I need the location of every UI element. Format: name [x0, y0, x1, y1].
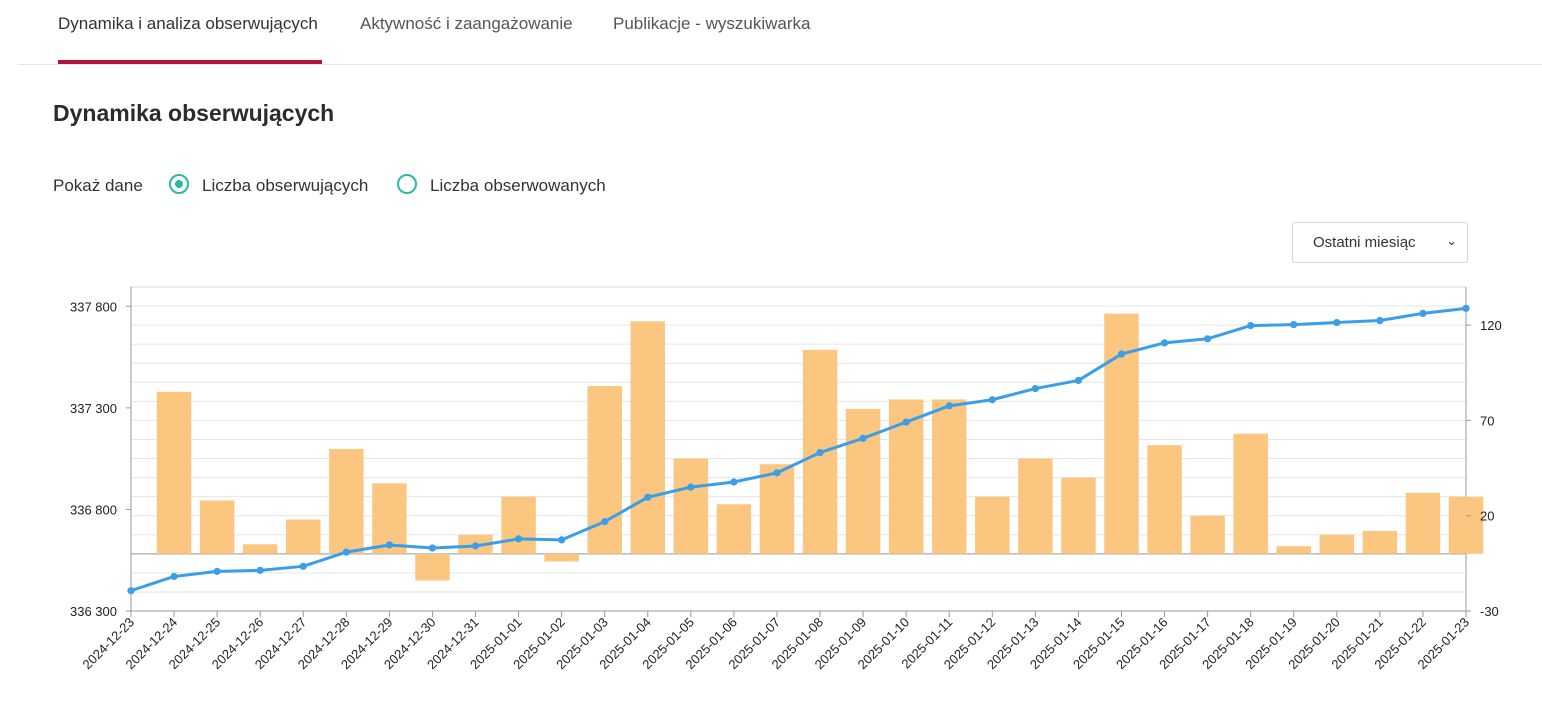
y-left-tick-label: 336 800 [70, 502, 117, 517]
line-point [1419, 309, 1427, 318]
bar [1190, 515, 1225, 554]
bar [329, 449, 364, 554]
bar [587, 386, 622, 554]
bar [544, 553, 579, 562]
bar [501, 496, 536, 554]
line-point [644, 493, 652, 501]
line-point [514, 535, 523, 543]
bar [1319, 534, 1355, 554]
bar [199, 500, 235, 554]
line-point [299, 562, 307, 570]
bar [759, 464, 795, 554]
bar [1448, 496, 1484, 554]
show-data-label: Pokaż dane [53, 176, 143, 195]
chevron-down-icon: ⌄ [1446, 233, 1457, 248]
line-point [385, 541, 393, 549]
radio-following[interactable] [397, 174, 417, 194]
y-left-tick-label: 337 800 [70, 299, 117, 314]
y-right-tick-label: 20 [1480, 509, 1494, 524]
tab-activity-engagement[interactable]: Aktywność i zaangażowanie [360, 14, 573, 33]
line-point [428, 544, 437, 552]
y-left-tick-label: 337 300 [70, 401, 117, 416]
line-point [471, 542, 480, 550]
line-point [256, 566, 264, 574]
bar [415, 553, 450, 581]
line-point [1290, 320, 1298, 329]
y-left-tick-label: 336 300 [70, 604, 117, 619]
bar [1233, 433, 1268, 554]
line-point [687, 483, 695, 491]
line-point [213, 567, 221, 575]
bar [1018, 458, 1053, 554]
line-point [1204, 335, 1212, 343]
line-point [730, 478, 738, 486]
radio-selected-dot [175, 180, 183, 188]
radio-following-label[interactable]: Liczba obserwowanych [430, 176, 606, 195]
bar [1362, 530, 1398, 554]
line-point [988, 396, 996, 404]
line-point [1247, 321, 1255, 330]
radio-followers-label[interactable]: Liczba obserwujących [202, 176, 369, 195]
bar [716, 504, 752, 554]
tab-bar [18, 0, 1542, 65]
y-right-tick-label: 70 [1480, 413, 1494, 428]
period-select[interactable]: Ostatni miesiąc ⌄ [1292, 222, 1468, 263]
bar [975, 496, 1010, 554]
y-right-tick-label: 120 [1480, 318, 1502, 333]
line-point [859, 434, 867, 442]
bar [286, 519, 321, 554]
line-point [170, 572, 178, 581]
line-point [1462, 304, 1470, 312]
line-point [601, 518, 609, 526]
bar [1147, 445, 1182, 554]
bar [673, 458, 709, 554]
bar [1405, 492, 1441, 554]
line-point [1031, 384, 1039, 393]
active-tab-indicator [58, 60, 322, 64]
tab-follower-dynamics[interactable]: Dynamika i analiza obserwujących [58, 14, 318, 33]
bar [932, 399, 967, 554]
line-point [1333, 318, 1341, 327]
line-point [558, 536, 566, 544]
bar [845, 408, 881, 554]
line-point [127, 587, 135, 595]
line-point [1074, 376, 1083, 385]
line-point [1117, 350, 1126, 358]
line-point [342, 548, 350, 556]
y-right-tick-label: -30 [1480, 604, 1499, 619]
line-point [945, 402, 953, 410]
line-point [1160, 339, 1169, 347]
line-point [902, 418, 910, 426]
period-select-value: Ostatni miesiąc [1313, 234, 1416, 251]
page-title: Dynamika obserwujących [53, 100, 335, 126]
bar [1061, 477, 1096, 554]
bar [630, 321, 665, 554]
line-point [1376, 316, 1384, 325]
line-point [816, 448, 824, 457]
bar [1276, 546, 1311, 554]
radio-followers[interactable] [169, 174, 189, 194]
bar [156, 391, 192, 554]
bar [242, 544, 278, 554]
line-point [773, 469, 781, 477]
series-line [130, 306, 1467, 593]
tab-publications-search[interactable]: Publikacje - wyszukiwarka [613, 14, 811, 33]
